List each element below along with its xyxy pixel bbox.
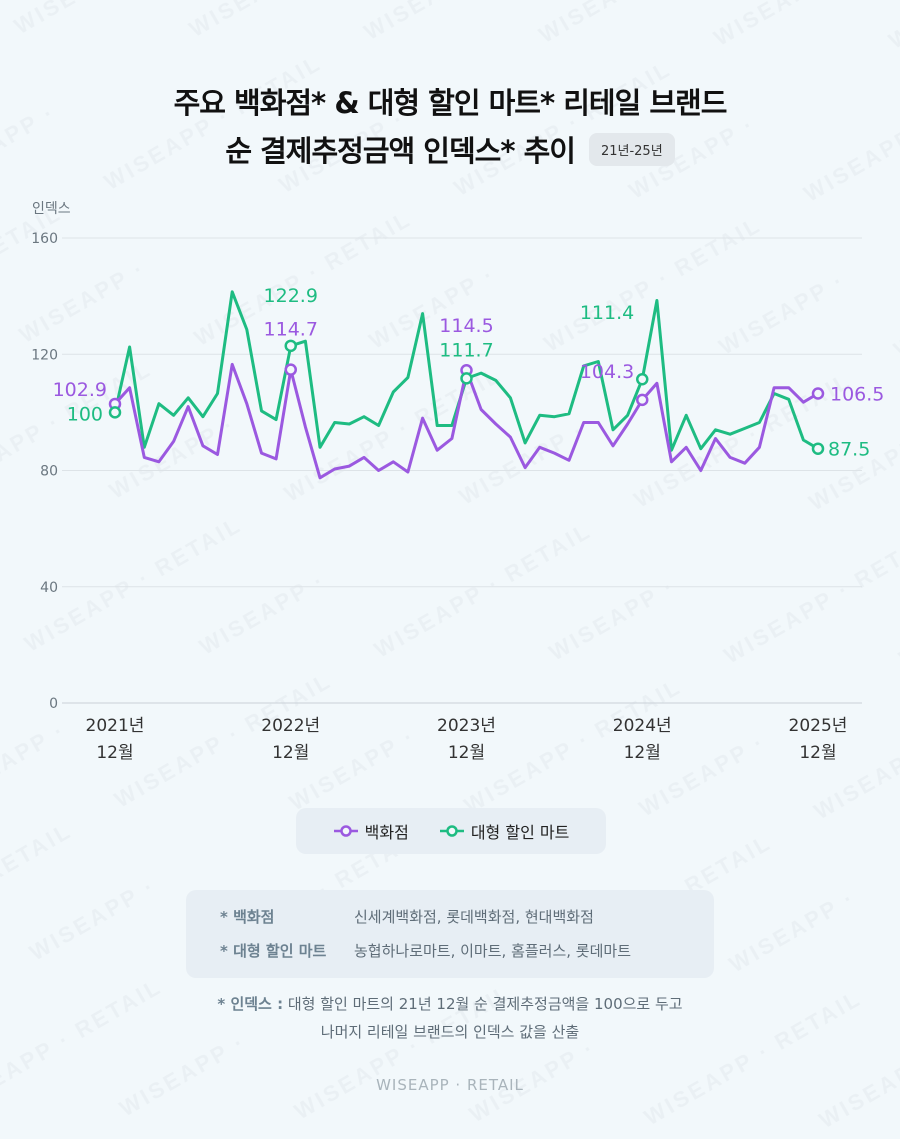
series-1-data-label-36: 111.4 — [580, 302, 634, 324]
footnote-line2: 나머지 리테일 브랜드의 인덱스 값을 산출 — [320, 1023, 580, 1041]
series-0-data-label-36: 104.3 — [580, 361, 634, 383]
note-value-department-store: 신세계백화점, 롯데백화점, 현대백화점 — [354, 908, 594, 926]
note-value-discount-mart: 농협하나로마트, 이마트, 홈플러스, 롯데마트 — [354, 942, 632, 960]
series-0-marker-48 — [811, 387, 825, 400]
x-tick-label-36-year: 2024년 — [613, 716, 672, 736]
series-1-data-label-24: 111.7 — [439, 339, 493, 361]
x-tick-label-48-year: 2025년 — [789, 716, 848, 736]
chart-title-line2: 순 결제추정금액 인덱스* 추이 — [225, 134, 576, 168]
x-tick-label-12-month: 12월 — [272, 743, 309, 763]
x-tick-label-0-year: 2021년 — [86, 716, 145, 736]
footnote-line1: * 인덱스 : 대형 할인 마트의 21년 12월 순 결제추정금액을 100으… — [0, 990, 900, 1018]
series-0-marker-12 — [284, 363, 297, 376]
series-0-data-label-0: 102.9 — [53, 379, 107, 401]
x-tick-label-48-month: 12월 — [799, 743, 836, 763]
chart-title-line1: 주요 백화점* & 대형 할인 마트* 리테일 브랜드 — [173, 86, 728, 120]
line-chart: 인덱스 0 40 80 120 160 2021년 12월 2022년 12월 2023년 12월 20… — [31, 201, 884, 763]
y-tick-label-80: 80 — [40, 464, 58, 480]
legend-marker-purple-icon — [333, 825, 358, 837]
series-0-data-label-24: 114.5 — [439, 315, 493, 337]
series-1-data-label-0: 100 — [67, 403, 103, 425]
legend-label-discount-mart: 대형 할인 마트 — [470, 823, 570, 842]
series-1-marker-12 — [284, 339, 297, 353]
series-1-marker-36 — [636, 372, 649, 386]
y-axis-label: 인덱스 — [32, 201, 71, 217]
series-0-data-label-48: 106.5 — [830, 383, 884, 405]
x-tick-label-36-month: 12월 — [624, 743, 661, 763]
series-1-marker-48 — [811, 442, 825, 455]
y-tick-label-160: 160 — [31, 231, 58, 247]
legend: 백화점 대형 할인 마트 — [296, 808, 606, 854]
brand-notes-box: * 백화점 신세계백화점, 롯데백화점, 현대백화점 * 대형 할인 마트 농협… — [186, 890, 714, 978]
x-tick-label-24-year: 2023년 — [437, 716, 496, 736]
series-1-data-label-12: 122.9 — [264, 285, 318, 307]
brand-footer: WISEAPP · RETAIL — [376, 1076, 524, 1094]
x-tick-label-12-year: 2022년 — [261, 716, 320, 736]
note-row-department-store: * 백화점 신세계백화점, 롯데백화점, 현대백화점 — [186, 906, 714, 928]
y-tick-label-120: 120 — [31, 347, 58, 363]
period-badge: 21년-25년 — [588, 132, 675, 166]
legend-label-department-store: 백화점 — [364, 823, 409, 842]
legend-marker-green-icon — [439, 825, 464, 837]
note-row-discount-mart: * 대형 할인 마트 농협하나로마트, 이마트, 홈플러스, 롯데마트 — [186, 940, 714, 962]
series-1-data-label-48: 87.5 — [828, 439, 870, 461]
series-0-data-label-12: 114.7 — [264, 319, 318, 341]
footnote-text-1: 대형 할인 마트의 21년 12월 순 결제추정금액을 100으로 두고 — [287, 995, 683, 1013]
series-0-marker-36 — [636, 393, 649, 407]
y-tick-label-0: 0 — [49, 696, 58, 712]
x-tick-label-0-month: 12월 — [96, 743, 133, 763]
note-label-department-store: * 백화점 — [220, 908, 275, 926]
series-1-marker-0 — [108, 406, 122, 419]
legend-item-discount-mart[interactable]: 대형 할인 마트 — [439, 819, 570, 843]
y-tick-label-40: 40 — [40, 580, 58, 596]
series-1-marker-24 — [460, 372, 473, 385]
footnote-label: * 인덱스 : — [217, 995, 284, 1013]
x-tick-label-24-month: 12월 — [448, 743, 485, 763]
note-label-discount-mart: * 대형 할인 마트 — [220, 942, 327, 960]
chart-title-line2-row: 순 결제추정금액 인덱스* 추이 21년-25년 — [0, 128, 900, 170]
legend-item-department-store[interactable]: 백화점 — [333, 819, 409, 843]
